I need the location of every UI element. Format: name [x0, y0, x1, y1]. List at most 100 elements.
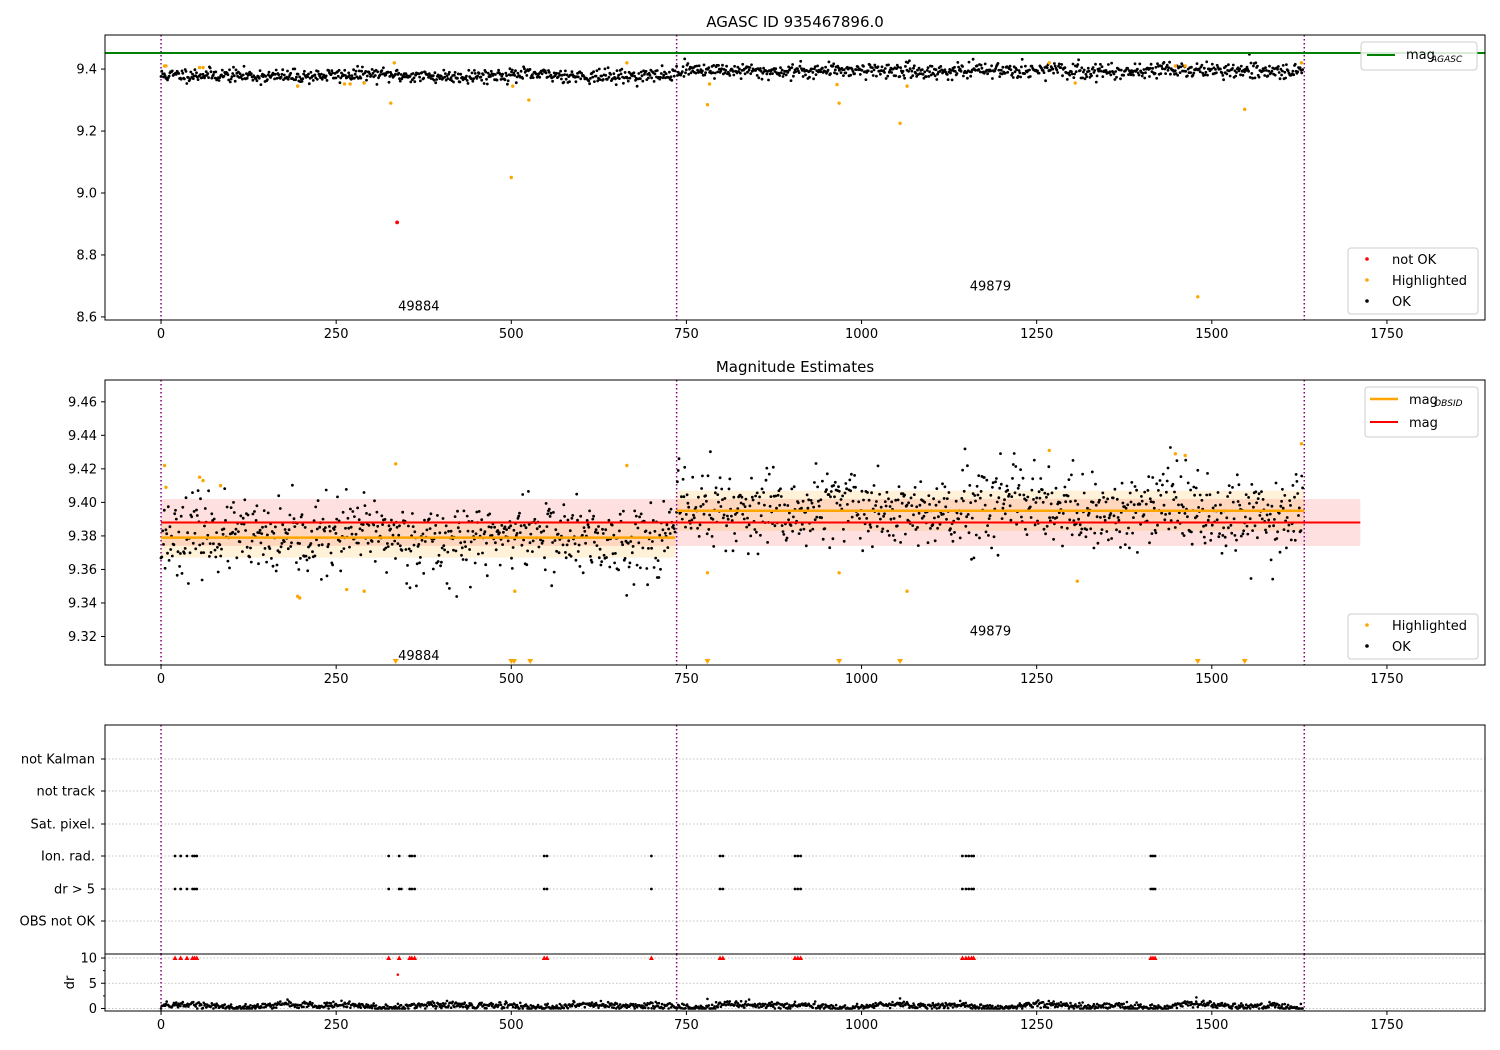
ok-point: [845, 487, 848, 491]
ok-point: [1013, 491, 1017, 495]
ok-point: [365, 74, 369, 78]
ok-point: [354, 69, 358, 73]
ok-point: [819, 498, 823, 502]
ok-point: [621, 543, 624, 547]
ok-point: [877, 512, 881, 516]
ok-point: [760, 487, 764, 491]
ok-point: [434, 81, 438, 85]
ok-point: [1151, 67, 1155, 70]
ok-point: [965, 71, 968, 74]
ok-point: [495, 78, 499, 82]
ok-point: [179, 552, 182, 555]
ok-point: [831, 537, 835, 541]
ok-point: [1003, 71, 1007, 75]
ok-point: [993, 69, 997, 73]
ok-point: [744, 497, 748, 501]
ok-point: [259, 541, 263, 545]
flag-point: [967, 854, 971, 858]
ok-point: [315, 527, 319, 531]
ok-point: [482, 82, 486, 85]
ok-point: [1271, 577, 1275, 581]
ok-point: [219, 554, 223, 558]
dr-point: [181, 1000, 185, 1004]
ok-point: [273, 77, 276, 81]
ok-point: [672, 74, 676, 78]
ok-point: [1011, 76, 1015, 79]
ok-point: [231, 72, 235, 75]
flag-point: [545, 854, 549, 858]
ok-point: [199, 551, 203, 555]
ok-point: [453, 515, 457, 518]
ok-point: [411, 72, 415, 75]
ok-point: [540, 72, 544, 76]
ok-point: [518, 531, 522, 534]
ok-point: [1000, 72, 1004, 76]
ok-point: [976, 493, 980, 497]
ok-point: [861, 549, 865, 553]
dr-point: [631, 1002, 635, 1006]
ok-point: [356, 506, 359, 510]
ok-point: [514, 81, 518, 85]
ok-point: [1154, 65, 1158, 69]
legend-swatch: [1365, 278, 1369, 282]
ok-point: [717, 64, 720, 67]
ok-point: [563, 73, 566, 76]
dr-point: [562, 1006, 566, 1010]
ok-point: [337, 68, 341, 72]
ok-point: [1098, 67, 1101, 71]
ok-point: [638, 515, 641, 519]
ok-point: [210, 512, 214, 516]
ok-point: [694, 71, 698, 75]
ok-point: [1297, 514, 1300, 517]
y-tick-label: 9.38: [68, 529, 97, 544]
ok-point: [393, 539, 397, 543]
ok-point: [1228, 491, 1232, 494]
ok-point: [779, 71, 783, 75]
ok-point: [1017, 484, 1021, 487]
ok-point: [812, 505, 815, 509]
chart-title: AGASC ID 935467896.0: [706, 13, 884, 31]
ok-point: [662, 73, 666, 77]
x-tick-label: 1000: [845, 672, 878, 687]
ok-point: [517, 514, 521, 518]
ok-point: [311, 79, 315, 82]
ok-point: [745, 525, 749, 529]
ok-point: [386, 542, 389, 545]
ok-point: [1169, 519, 1173, 522]
ok-point: [929, 527, 932, 530]
ok-point: [838, 503, 842, 507]
ok-point: [721, 516, 725, 520]
ok-point: [473, 561, 477, 565]
ok-point: [320, 77, 324, 81]
ok-point: [251, 512, 255, 516]
ok-point: [798, 64, 802, 68]
ok-point: [1037, 490, 1041, 494]
ok-point: [299, 557, 302, 560]
ok-point: [637, 72, 641, 75]
ok-point: [559, 69, 562, 73]
dr-point: [398, 1007, 401, 1010]
ok-point: [982, 476, 986, 479]
flag-point: [970, 854, 973, 858]
ok-point: [987, 534, 990, 537]
dr-point: [307, 1004, 310, 1008]
ok-point: [750, 476, 753, 480]
dr-point: [583, 1005, 587, 1009]
dr-point: [268, 1002, 272, 1005]
ok-point: [647, 71, 651, 75]
ok-point: [816, 485, 819, 489]
ok-point: [237, 530, 240, 533]
ok-point: [596, 531, 600, 535]
ok-point: [913, 486, 917, 489]
dr-point: [1039, 1006, 1042, 1010]
ok-point: [164, 528, 168, 532]
ok-point: [482, 532, 486, 536]
y-tick-label: 9.44: [68, 429, 97, 444]
ok-point: [1148, 497, 1152, 501]
ok-point: [275, 563, 279, 567]
ok-point: [1083, 77, 1087, 81]
ok-point: [286, 532, 289, 535]
ok-point: [886, 74, 890, 78]
highlighted-point: [1173, 452, 1178, 456]
ok-point: [1051, 516, 1055, 519]
